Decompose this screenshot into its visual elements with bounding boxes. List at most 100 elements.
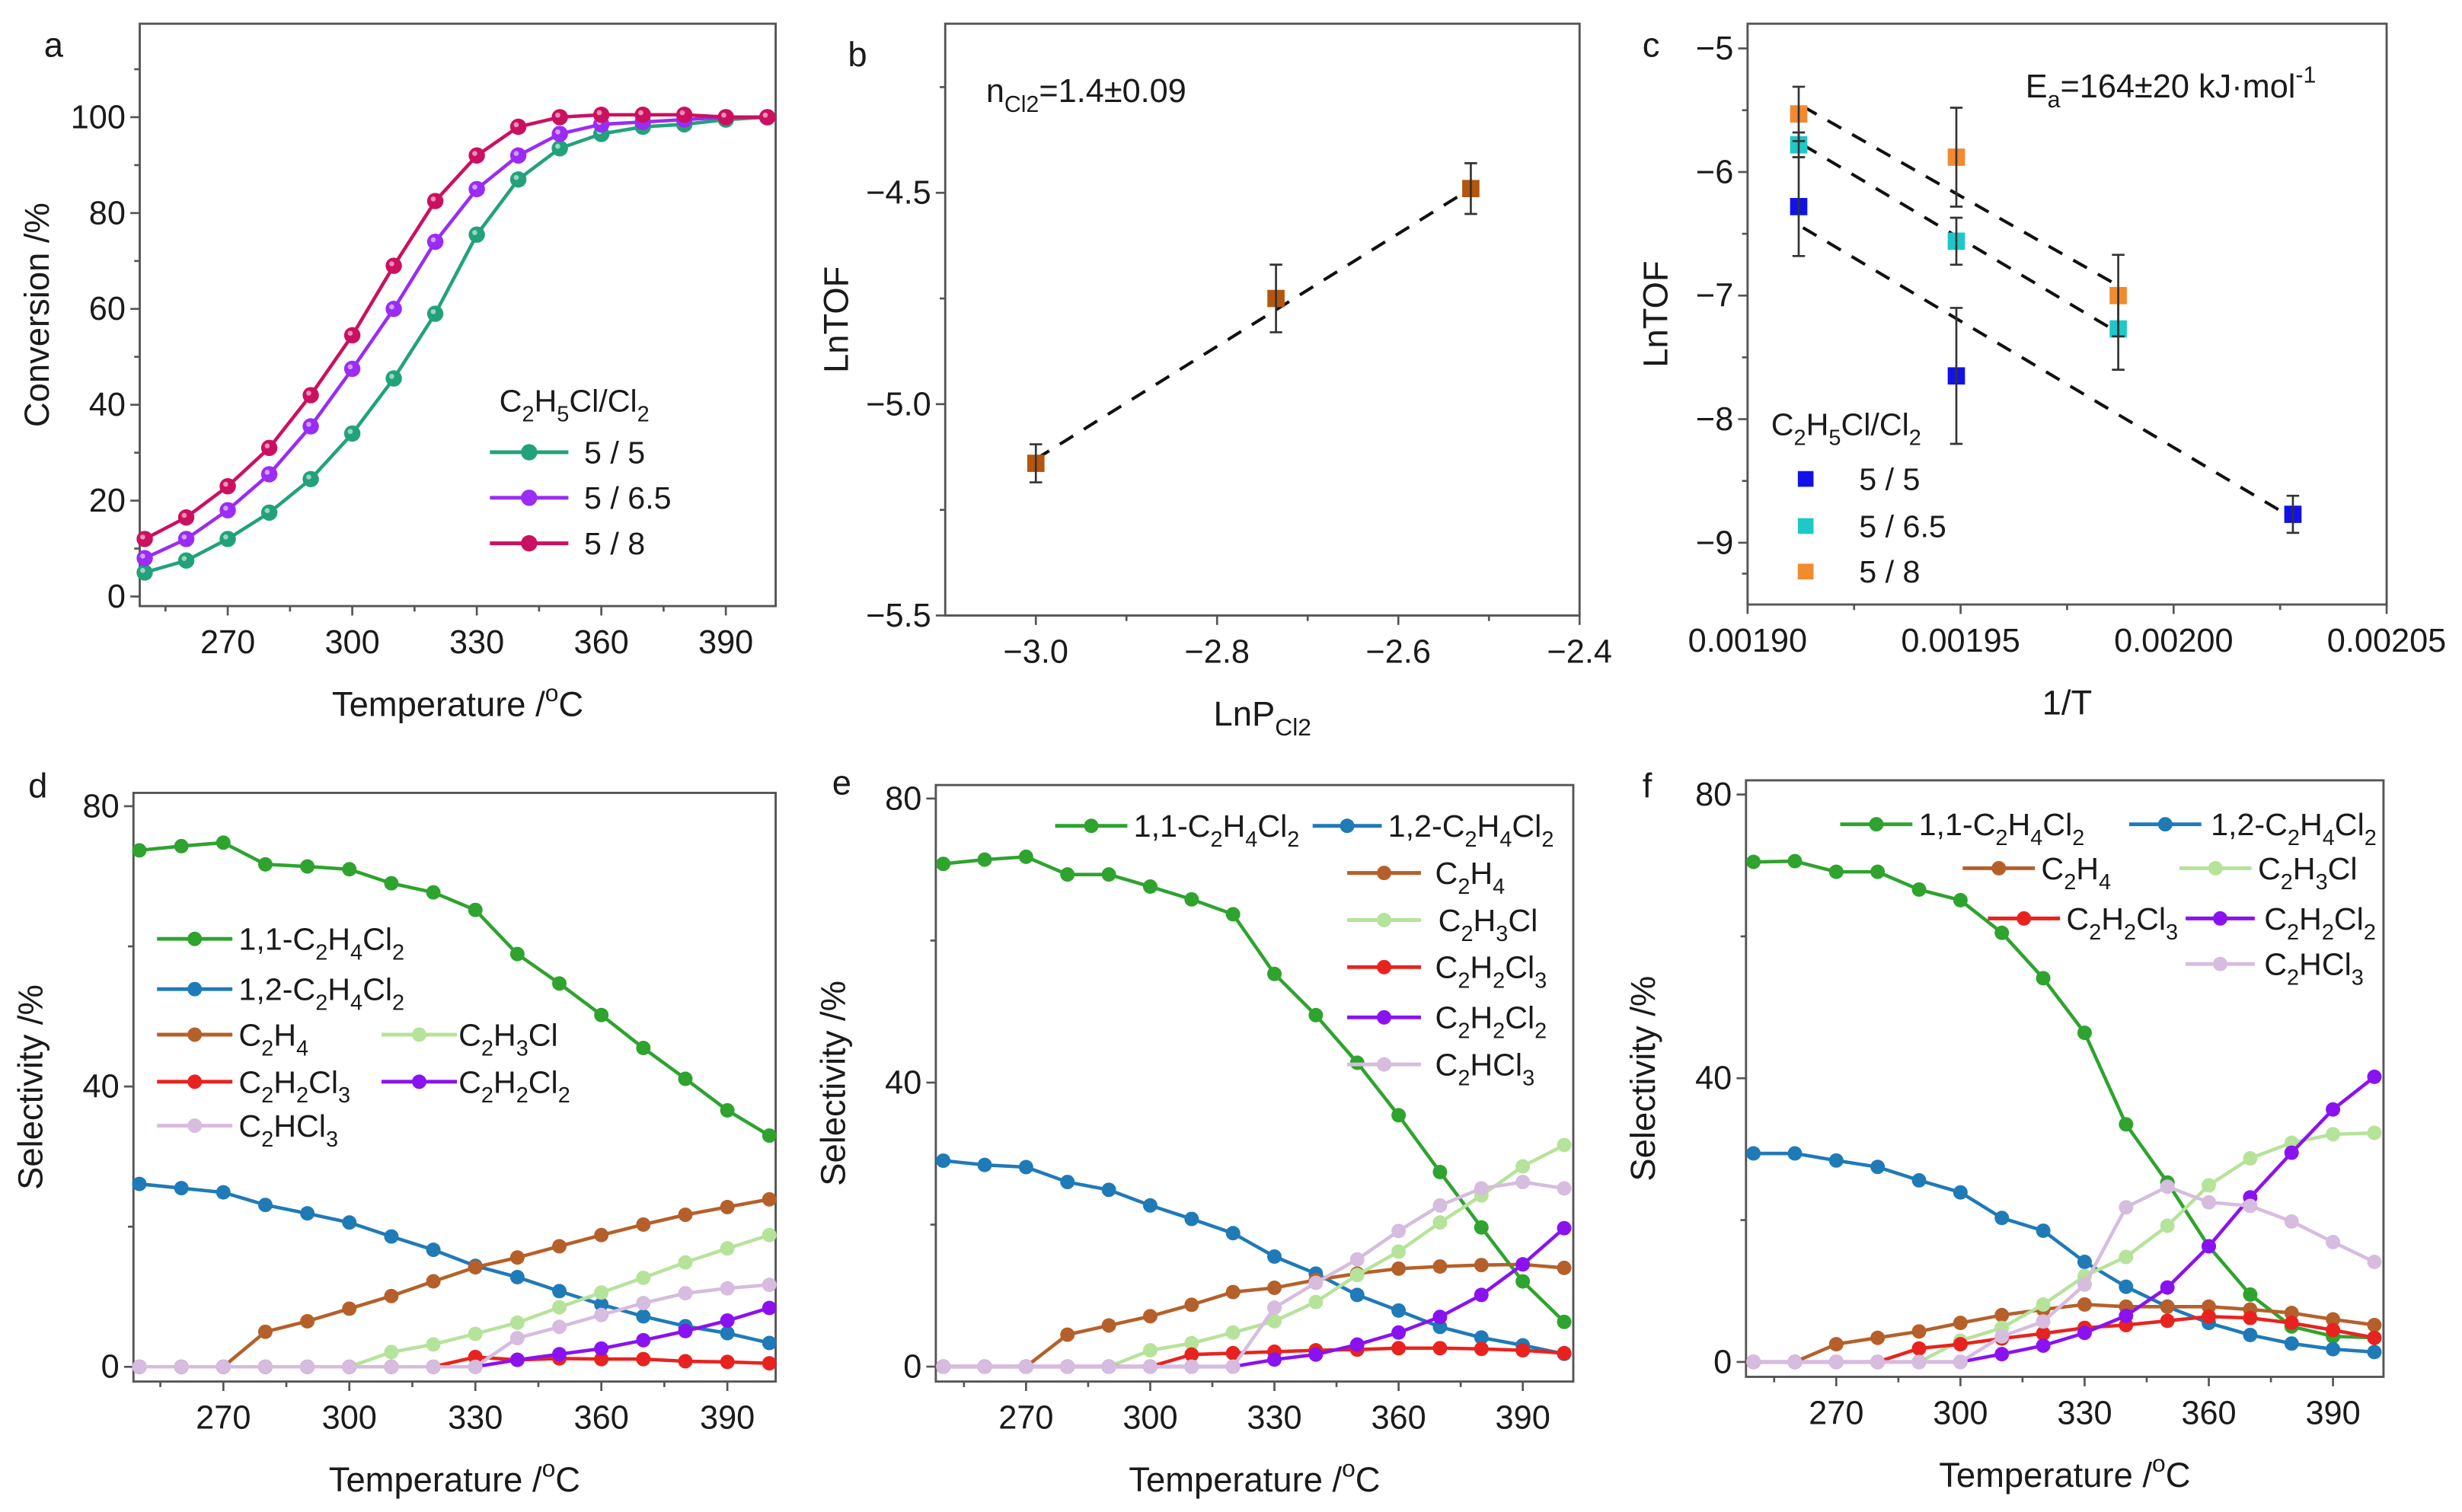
y-axis-title: Selectivity /% (813, 981, 852, 1186)
data-point (1432, 1198, 1448, 1213)
data-point (2036, 1326, 2051, 1341)
data-point (2367, 1125, 2382, 1140)
data-point (1474, 1341, 1489, 1357)
data-point (758, 109, 776, 126)
data-point (257, 1198, 273, 1213)
data-point (1828, 1354, 1844, 1370)
data-point (1018, 1160, 1033, 1175)
data-point (509, 1352, 525, 1367)
panel-letter: a (44, 25, 64, 64)
data-point (300, 859, 315, 874)
series-line (139, 1233, 770, 1369)
y-tick-label: 80 (1695, 777, 1732, 813)
data-point (1787, 853, 1803, 869)
data-point (1870, 1160, 1886, 1175)
legend-label: 5 / 5 (1859, 462, 1920, 497)
panel-b: b −3.0 −2.8 −2.6 −2.4 −5.5 −5.0 −4.5 LnPCl2 LnTOF… (816, 22, 1612, 741)
data-point (2160, 1299, 2175, 1314)
point-highlight (140, 568, 145, 573)
data-point (1515, 1175, 1531, 1190)
point-highlight (223, 506, 228, 511)
data-point (594, 1285, 609, 1300)
data-point (1142, 1359, 1158, 1374)
point-highlight (430, 309, 436, 314)
data-point (1142, 1309, 1158, 1324)
x-tick-label: 330 (1247, 1400, 1301, 1437)
point-highlight (679, 110, 685, 116)
data-point (762, 1335, 777, 1351)
data-point (1474, 1287, 1489, 1303)
data-point (426, 193, 444, 209)
data-point (300, 1206, 315, 1221)
legend-label: 1,1-C2H4Cl2 (1134, 809, 1300, 852)
x-axis-title: LnPCl2 (1214, 694, 1311, 741)
y-tick-label: 0 (903, 1348, 921, 1385)
x-tick-label: −3.0 (1004, 633, 1068, 670)
data-point (1101, 1318, 1116, 1333)
y-tick-label: −8 (1696, 401, 1733, 438)
legend-marker (187, 1074, 203, 1089)
data-point (2119, 1249, 2134, 1265)
data-point (1018, 1359, 1033, 1374)
data-point (1142, 1343, 1158, 1358)
data-point (1308, 1294, 1324, 1309)
data-point (1308, 1347, 1324, 1362)
series-0 (132, 835, 777, 1144)
series-line (943, 1180, 1565, 1369)
data-point (174, 1359, 189, 1374)
data-point (2077, 1297, 2092, 1312)
y-tick-label: −5.0 (866, 386, 931, 423)
data-point (552, 1347, 567, 1362)
point-highlight (762, 112, 768, 118)
data-point (1994, 1307, 2010, 1322)
data-point (594, 1227, 609, 1242)
y-axis-title: Selectivity /% (1624, 976, 1662, 1182)
panel-letter: f (1643, 767, 1653, 805)
series-line (943, 855, 1566, 1323)
point-highlight (264, 508, 270, 513)
point-highlight (389, 304, 394, 310)
legend-label: C2H4 (1435, 856, 1506, 899)
data-point (1225, 1226, 1241, 1241)
data-point (2119, 1117, 2134, 1132)
data-point (1432, 1259, 1448, 1274)
legend-marker (187, 1027, 203, 1042)
y-tick-label: −5.5 (866, 598, 931, 634)
annotation: nCl2=1.4±0.09 (986, 73, 1186, 117)
point-highlight (596, 110, 602, 116)
data-point (636, 1217, 651, 1232)
data-point (1515, 1343, 1531, 1358)
data-point (720, 1199, 735, 1214)
series-6 (132, 1278, 777, 1374)
data-point (1142, 879, 1158, 895)
data-point (2077, 1026, 2092, 1041)
y-tick-label: 40 (1695, 1061, 1732, 1097)
data-point (132, 843, 147, 858)
data-point (2036, 1314, 2051, 1329)
y-tick-label: 80 (89, 195, 126, 231)
data-point (177, 531, 195, 547)
series-line (139, 1198, 770, 1369)
data-point (509, 946, 525, 962)
data-point (1911, 1324, 1927, 1339)
data-point (2243, 1310, 2258, 1325)
series-line (144, 113, 768, 541)
data-point (2243, 1328, 2258, 1342)
data-point (2119, 1279, 2134, 1294)
legend-label: C2HCl3 (2264, 947, 2364, 990)
data-point (1225, 1345, 1241, 1360)
data-point (551, 140, 568, 157)
data-point (1391, 1261, 1407, 1276)
data-point (551, 109, 568, 126)
data-point (468, 226, 485, 243)
data-point (594, 1307, 609, 1322)
data-point (678, 1255, 693, 1270)
data-point (219, 531, 236, 547)
x-tick-label: 360 (2181, 1395, 2236, 1431)
data-point (1267, 1249, 1282, 1264)
legend-label: 1,1-C2H4Cl2 (238, 922, 404, 965)
x-tick-label: 270 (998, 1400, 1053, 1437)
fit-line (1802, 226, 2282, 512)
data-point (717, 109, 734, 126)
data-point (2202, 1178, 2216, 1193)
